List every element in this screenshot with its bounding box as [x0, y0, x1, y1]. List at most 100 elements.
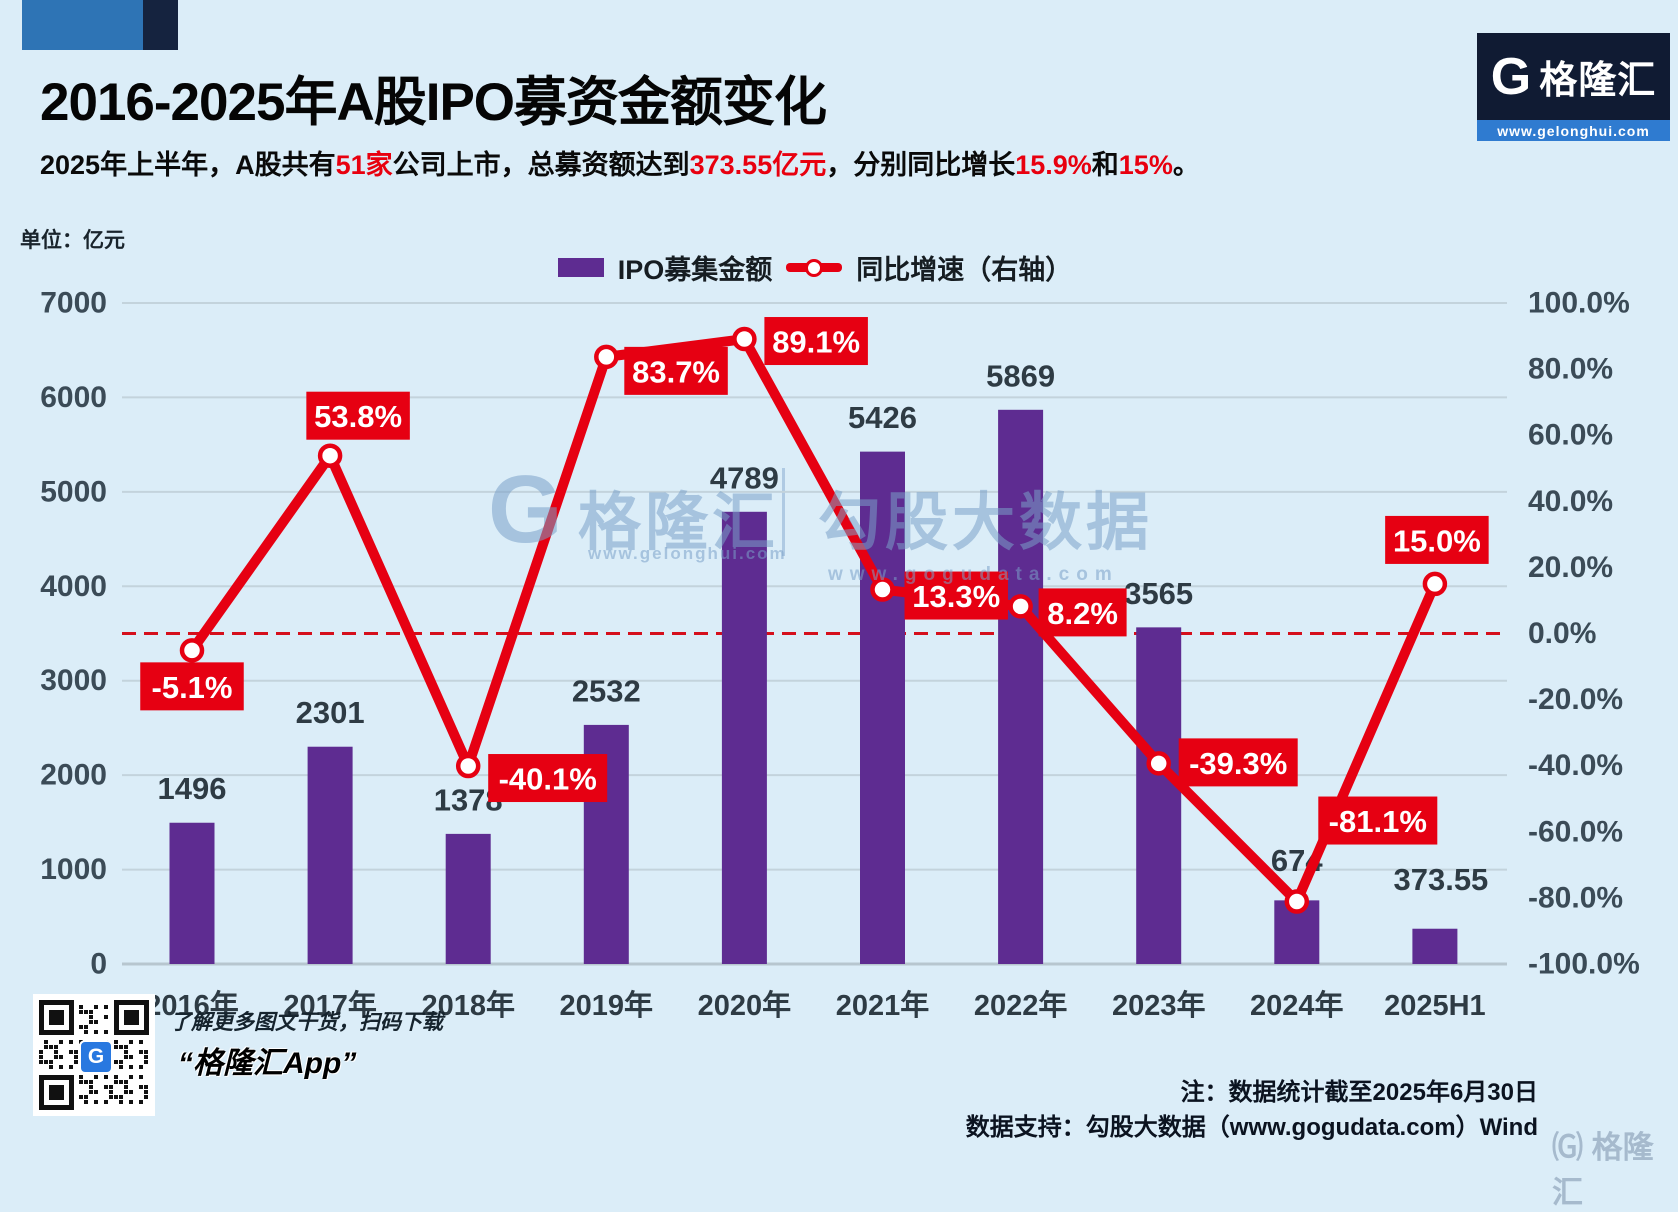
- line-marker-2025H1: [1422, 571, 1448, 597]
- x-axis-label: 2017年: [283, 988, 377, 1022]
- legend-bar-label: IPO募集金额: [617, 255, 773, 285]
- bar-value-label: 373.55: [1393, 862, 1488, 897]
- right-axis-tick: -60.0%: [1528, 815, 1623, 848]
- growth-label-box: [1038, 588, 1127, 637]
- subtitle-segment: 15%: [1118, 150, 1173, 180]
- subtitle-segment: ，分别同比增长: [826, 150, 1016, 180]
- line-marker-2017年: [317, 443, 343, 468]
- x-axis-label: 2020年: [698, 988, 792, 1022]
- combo-chart: 7000 6000 5000 4000 3000 2000 1000 0 100.0% 80.0%…: [40, 287, 1640, 1023]
- unit-label: 单位：亿元: [20, 229, 125, 252]
- left-axis-tick: 2000: [40, 759, 107, 792]
- growth-label-box: [306, 391, 410, 440]
- qr-app-name: “格隆汇App”: [178, 1047, 357, 1080]
- left-axis-tick: 5000: [40, 475, 107, 508]
- growth-label-box: [624, 346, 728, 395]
- qr-caption: 了解更多图文干货，扫码下载: [170, 1011, 443, 1034]
- growth-label: 8.2%: [1047, 596, 1118, 631]
- brand-g-icon: G: [1490, 47, 1532, 106]
- right-axis-tick: 60.0%: [1528, 419, 1613, 452]
- right-axis-tick: -20.0%: [1528, 683, 1623, 716]
- bar-2023年: [1136, 627, 1182, 964]
- left-axis-tick: 7000: [40, 287, 107, 320]
- line-marker-2019年: [594, 344, 619, 370]
- x-axis-label: 2019年: [560, 988, 654, 1022]
- qr-code: G: [35, 996, 153, 1114]
- line-marker-2022年: [1008, 594, 1033, 619]
- growth-label-box: [764, 317, 868, 366]
- line-marker-2024年: [1284, 889, 1310, 914]
- growth-label: -81.1%: [1329, 804, 1427, 839]
- x-axis-label: 2024年: [1250, 988, 1344, 1022]
- growth-label-box: [488, 754, 608, 803]
- bar-2022年: [998, 409, 1044, 964]
- growth-label: 83.7%: [632, 354, 720, 389]
- brand-logo-box: G 格隆汇: [1477, 33, 1670, 120]
- growth-label: -5.1%: [152, 670, 233, 705]
- left-axis-tick: 4000: [40, 570, 107, 603]
- bar-2021年: [860, 451, 905, 964]
- line-marker-2016年: [179, 638, 205, 663]
- right-axis-tick: 100.0%: [1528, 287, 1630, 320]
- growth-line: [187, 334, 1440, 907]
- bar-value-label: 5869: [986, 358, 1055, 393]
- subtitle-segment: 51家: [335, 150, 393, 180]
- bar-value-label: 2301: [296, 695, 365, 730]
- bar-value-label: 5426: [848, 400, 917, 435]
- line-marker-2023年: [1146, 751, 1171, 776]
- left-axis-tick: 6000: [40, 381, 107, 414]
- footnotes: 注：数据统计截至2025年6月30日 数据支持：勾股大数据（www.goguda…: [966, 1075, 1538, 1145]
- subtitle-segment: 。: [1172, 150, 1200, 180]
- x-axis-label: 2018年: [421, 988, 515, 1022]
- subtitle-segment: 15.9%: [1015, 150, 1092, 180]
- growth-label-box: [1385, 515, 1489, 564]
- legend-line-label: 同比增速（右轴）: [856, 255, 1073, 285]
- bar-2025H1: [1412, 928, 1458, 964]
- line-marker-2021年: [870, 577, 895, 602]
- watermark-divider: [782, 468, 785, 556]
- left-axis-tick: 0: [90, 948, 107, 981]
- x-axis-label: 2025H1: [1384, 990, 1486, 1022]
- brand-url: www.gelonghui.com: [1477, 120, 1670, 141]
- subtitle-segment: 373.55亿元: [689, 150, 827, 180]
- left-axis-tick: 1000: [40, 853, 107, 886]
- x-axis-label: 2016年: [145, 988, 239, 1022]
- legend-bar-swatch-icon: [557, 258, 604, 277]
- subtitle-segment: 公司上市，总募资额达到: [392, 150, 690, 180]
- bar-2018年: [445, 833, 491, 964]
- right-axis-tick: 20.0%: [1528, 551, 1613, 584]
- line-marker-2020年: [732, 326, 757, 352]
- brand-name: 格隆汇: [1539, 60, 1657, 102]
- left-axis-tick: 3000: [40, 664, 107, 697]
- right-axis-tick: 40.0%: [1528, 485, 1613, 518]
- growth-label-box: [140, 662, 244, 711]
- bar-value-label: 3565: [1124, 576, 1193, 611]
- x-axis-label: 2022年: [974, 988, 1068, 1022]
- page-title: 2016-2025年A股IPO募资金额变化: [40, 73, 827, 132]
- growth-label: -40.1%: [499, 762, 597, 797]
- header-accent-blue-block: [22, 0, 143, 50]
- subtitle-segment: 2025年上半年，A股共有: [40, 150, 336, 180]
- chart-legend: IPO募集金额 同比增速（右轴）: [0, 248, 1630, 287]
- x-axis-label: 2023年: [1112, 988, 1206, 1022]
- line-marker-2018年: [455, 753, 481, 779]
- legend-line-swatch-icon: [786, 258, 843, 278]
- growth-label: -39.3%: [1189, 746, 1287, 781]
- growth-label: 89.1%: [772, 325, 860, 360]
- growth-label-box: [904, 571, 1008, 620]
- subtitle-segment: 和: [1091, 150, 1119, 180]
- bar-2017年: [307, 746, 353, 964]
- growth-label: 53.8%: [314, 399, 402, 434]
- bar-value-label: 4789: [710, 460, 779, 495]
- right-axis-tick: -80.0%: [1528, 881, 1623, 914]
- subtitle: 2025年上半年，A股共有51家公司上市，总募资额达到373.55亿元，分别同比…: [40, 143, 1400, 182]
- growth-label-box: [1318, 796, 1438, 845]
- qr-center-g-icon: G: [79, 1040, 113, 1074]
- header-accent-navy-block: [143, 0, 178, 50]
- footnote-date: 注：数据统计截至2025年6月30日: [1180, 1079, 1538, 1106]
- growth-label: 15.0%: [1393, 523, 1481, 558]
- watermark-corner-brand: 🄖 格隆汇: [1552, 1130, 1654, 1210]
- bar-2020年: [721, 511, 767, 964]
- bar-value-label: 1496: [158, 771, 227, 806]
